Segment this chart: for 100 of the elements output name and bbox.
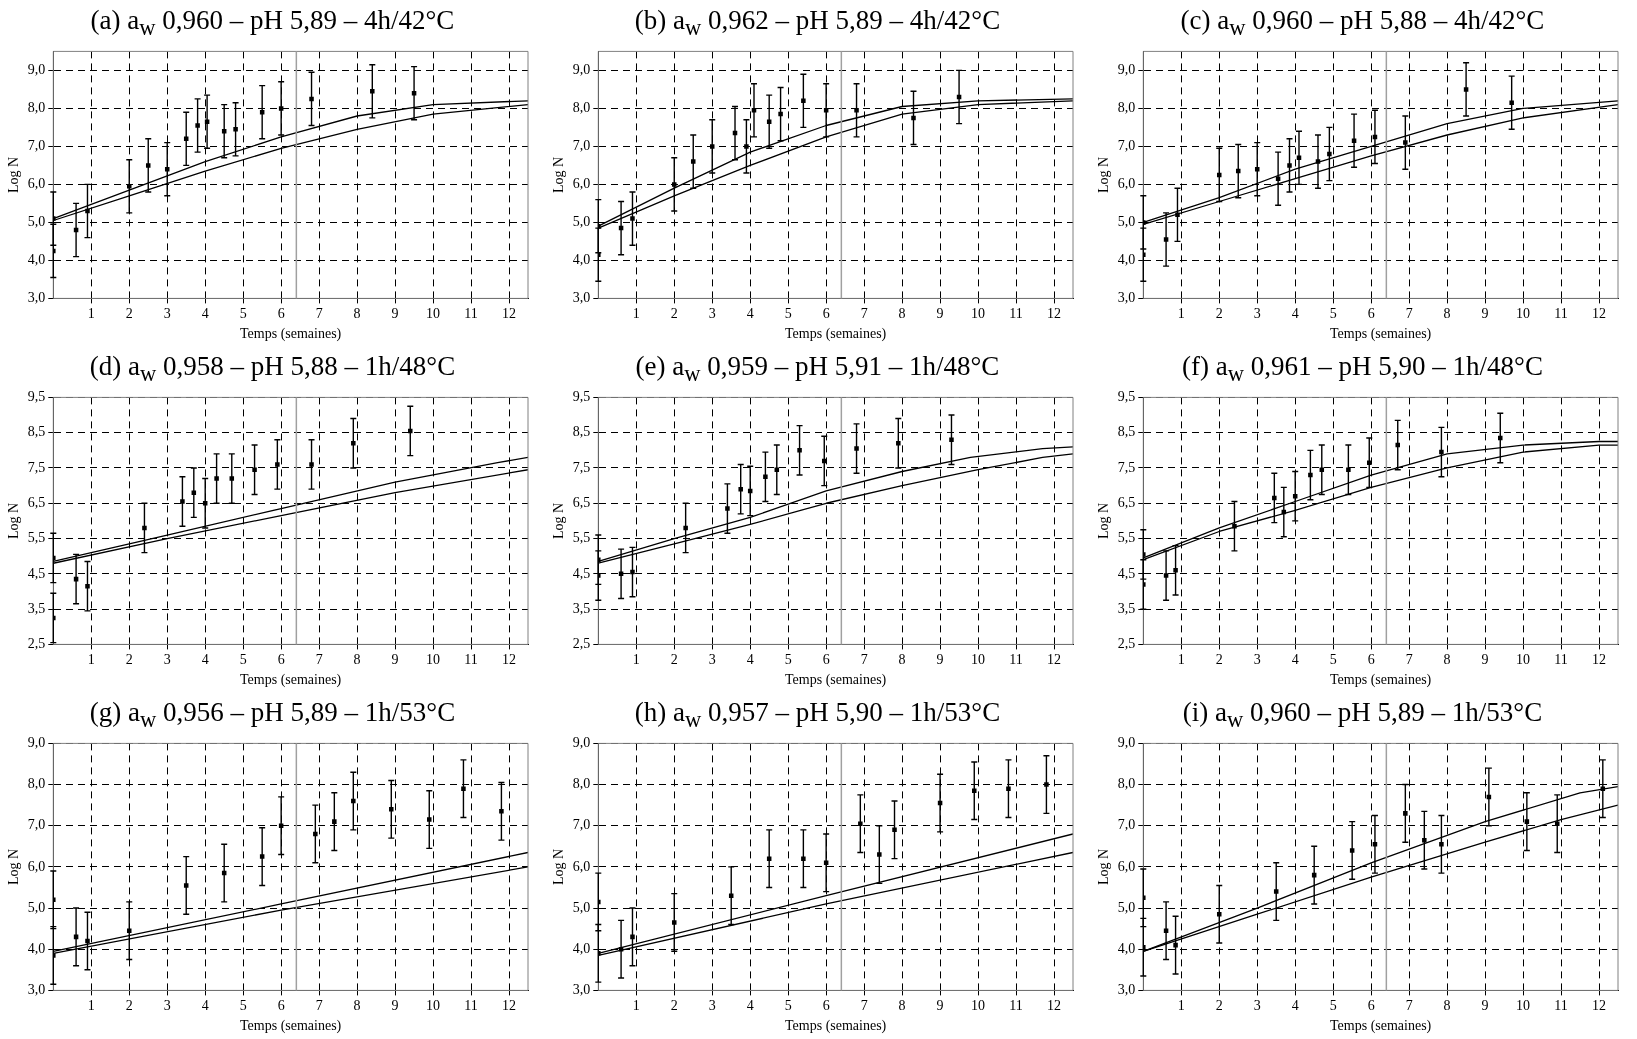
x-tick-label: 10 — [1516, 998, 1531, 1014]
x-tick-label: 3 — [163, 652, 171, 668]
y-tick-label: 8,0 — [27, 776, 46, 792]
x-tick-label: 4 — [201, 998, 209, 1014]
x-tick-label: 4 — [746, 998, 754, 1014]
x-tick-label: 12 — [502, 306, 517, 322]
x-tick-label: 10 — [426, 652, 441, 668]
x-axis-title: Temps (semaines) — [785, 1018, 887, 1035]
x-tick-label: 2 — [670, 652, 678, 668]
y-tick-label: 4,0 — [572, 252, 591, 268]
x-tick-label: 9 — [391, 998, 399, 1014]
x-tick-label: 1 — [1177, 306, 1185, 322]
x-tick-label: 10 — [971, 306, 986, 322]
x-tick-label: 11 — [1009, 652, 1023, 668]
x-tick-label: 2 — [125, 306, 133, 322]
y-tick-label: 7,0 — [572, 138, 591, 154]
x-tick-label: 2 — [670, 998, 678, 1014]
x-tick-label: 3 — [708, 652, 716, 668]
x-tick-label: 7 — [860, 652, 868, 668]
x-tick-label: 1 — [87, 998, 95, 1014]
y-tick-label: 8,5 — [27, 424, 46, 440]
chart-title: (b) a$_{w}$ 0,962 – pH 5,89 – 4h/42°C — [633, 4, 1002, 41]
x-tick-label: 5 — [1329, 652, 1337, 668]
x-tick-label: 12 — [1047, 652, 1062, 668]
y-tick-label: 8,0 — [572, 100, 591, 116]
x-tick-label: 10 — [971, 652, 986, 668]
y-tick-label: 7,0 — [1117, 138, 1136, 154]
x-tick-label: 11 — [1554, 306, 1568, 322]
x-tick-label: 4 — [1291, 652, 1299, 668]
y-tick-label: 9,5 — [572, 389, 591, 405]
chart-title: (e) a$_{w}$ 0,959 – pH 5,91 – 1h/48°C — [634, 350, 1001, 387]
x-tick-label: 6 — [1367, 652, 1375, 668]
y-tick-label: 7,5 — [1117, 459, 1136, 475]
x-tick-label: 7 — [860, 998, 868, 1014]
chart-title: (a) a$_{w}$ 0,960 – pH 5,89 – 4h/42°C — [89, 4, 456, 41]
x-tick-label: 1 — [632, 652, 640, 668]
x-tick-label: 4 — [746, 306, 754, 322]
x-tick-label: 3 — [708, 306, 716, 322]
y-tick-label: 7,5 — [27, 459, 46, 475]
x-tick-label: 1 — [632, 998, 640, 1014]
y-tick-label: 6,0 — [1117, 176, 1136, 192]
y-tick-label: 4,5 — [27, 565, 46, 581]
y-axis-title: Log N — [6, 502, 22, 539]
x-axis-title: Temps (semaines) — [1330, 1018, 1432, 1035]
x-tick-label: 8 — [1443, 306, 1451, 322]
y-tick-label: 5,5 — [27, 530, 46, 546]
x-tick-label: 5 — [239, 652, 247, 668]
x-tick-label: 11 — [1554, 652, 1568, 668]
x-tick-label: 8 — [1443, 652, 1451, 668]
x-tick-label: 11 — [464, 306, 478, 322]
y-tick-label: 9,5 — [1117, 389, 1136, 405]
x-tick-label: 5 — [784, 306, 792, 322]
x-axis-title: Temps (semaines) — [240, 1018, 342, 1035]
y-tick-label: 6,0 — [572, 176, 591, 192]
y-tick-label: 3,5 — [27, 600, 46, 616]
y-tick-label: 2,5 — [572, 636, 591, 652]
x-tick-label: 6 — [822, 998, 830, 1014]
x-tick-label: 11 — [1554, 998, 1568, 1014]
x-tick-label: 10 — [1516, 652, 1531, 668]
x-tick-label: 3 — [163, 306, 171, 322]
x-tick-label: 9 — [936, 998, 944, 1014]
x-tick-label: 3 — [1253, 652, 1261, 668]
x-tick-label: 9 — [391, 306, 399, 322]
chart-title: (c) a$_{w}$ 0,960 – pH 5,88 – 4h/42°C — [1179, 4, 1546, 41]
x-tick-label: 6 — [822, 652, 830, 668]
x-tick-label: 3 — [708, 998, 716, 1014]
y-tick-label: 3,0 — [1117, 290, 1136, 306]
x-tick-label: 10 — [426, 306, 441, 322]
x-tick-label: 1 — [1177, 998, 1185, 1014]
y-tick-label: 5,0 — [572, 214, 591, 230]
x-tick-label: 9 — [936, 652, 944, 668]
x-tick-label: 1 — [632, 306, 640, 322]
y-tick-label: 2,5 — [1117, 636, 1136, 652]
x-tick-label: 9 — [391, 652, 399, 668]
y-tick-label: 4,5 — [572, 565, 591, 581]
x-tick-label: 8 — [1443, 998, 1451, 1014]
x-tick-label: 12 — [502, 652, 517, 668]
y-tick-label: 3,0 — [27, 982, 46, 998]
y-tick-label: 9,0 — [572, 735, 591, 751]
x-tick-label: 2 — [125, 652, 133, 668]
y-tick-label: 6,5 — [1117, 494, 1136, 510]
y-tick-label: 9,0 — [27, 735, 46, 751]
x-tick-label: 2 — [1215, 998, 1223, 1014]
y-tick-label: 5,0 — [27, 214, 46, 230]
x-tick-label: 5 — [1329, 306, 1337, 322]
x-tick-label: 1 — [87, 306, 95, 322]
y-tick-label: 6,5 — [572, 494, 591, 510]
x-tick-label: 5 — [1329, 998, 1337, 1014]
x-tick-label: 1 — [1177, 652, 1185, 668]
x-tick-label: 6 — [277, 998, 285, 1014]
y-tick-label: 7,5 — [572, 459, 591, 475]
y-axis-title: Log N — [6, 156, 22, 193]
y-tick-label: 3,5 — [1117, 600, 1136, 616]
x-tick-label: 1 — [87, 652, 95, 668]
y-tick-label: 3,0 — [27, 290, 46, 306]
y-tick-label: 5,0 — [1117, 214, 1136, 230]
x-tick-label: 10 — [426, 998, 441, 1014]
x-tick-label: 8 — [353, 652, 361, 668]
x-tick-label: 7 — [315, 306, 323, 322]
x-tick-label: 8 — [353, 306, 361, 322]
